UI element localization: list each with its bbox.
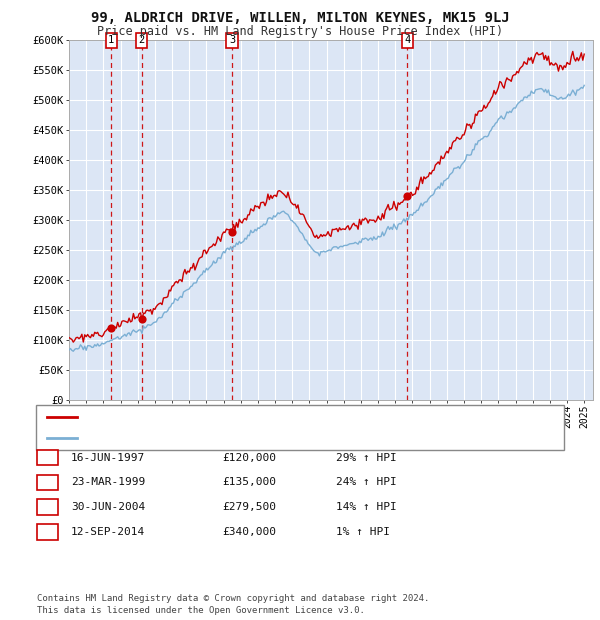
Point bbox=[227, 228, 237, 237]
Text: HPI: Average price, detached house, Milton Keynes: HPI: Average price, detached house, Milt… bbox=[84, 433, 378, 443]
Text: Price paid vs. HM Land Registry's House Price Index (HPI): Price paid vs. HM Land Registry's House … bbox=[97, 25, 503, 38]
Text: 1% ↑ HPI: 1% ↑ HPI bbox=[336, 527, 390, 537]
Text: 4: 4 bbox=[44, 527, 51, 537]
Text: 24% ↑ HPI: 24% ↑ HPI bbox=[336, 477, 397, 487]
Point bbox=[106, 323, 116, 333]
Text: 4: 4 bbox=[404, 35, 410, 45]
Text: £135,000: £135,000 bbox=[222, 477, 276, 487]
Text: 30-JUN-2004: 30-JUN-2004 bbox=[71, 502, 145, 512]
Text: 1: 1 bbox=[44, 453, 51, 463]
Text: 23-MAR-1999: 23-MAR-1999 bbox=[71, 477, 145, 487]
Text: £340,000: £340,000 bbox=[222, 527, 276, 537]
Text: 16-JUN-1997: 16-JUN-1997 bbox=[71, 453, 145, 463]
Point bbox=[403, 191, 412, 201]
Text: 3: 3 bbox=[44, 502, 51, 512]
Text: 29% ↑ HPI: 29% ↑ HPI bbox=[336, 453, 397, 463]
Text: 1: 1 bbox=[108, 35, 115, 45]
Text: 2: 2 bbox=[139, 35, 145, 45]
Text: 14% ↑ HPI: 14% ↑ HPI bbox=[336, 502, 397, 512]
Text: 99, ALDRICH DRIVE, WILLEN, MILTON KEYNES, MK15 9LJ: 99, ALDRICH DRIVE, WILLEN, MILTON KEYNES… bbox=[91, 11, 509, 25]
Text: 12-SEP-2014: 12-SEP-2014 bbox=[71, 527, 145, 537]
Text: £120,000: £120,000 bbox=[222, 453, 276, 463]
Point bbox=[137, 314, 146, 324]
Text: Contains HM Land Registry data © Crown copyright and database right 2024.
This d: Contains HM Land Registry data © Crown c… bbox=[37, 593, 430, 615]
Text: 2: 2 bbox=[44, 477, 51, 487]
Text: 99, ALDRICH DRIVE, WILLEN, MILTON KEYNES, MK15 9LJ (detached house): 99, ALDRICH DRIVE, WILLEN, MILTON KEYNES… bbox=[84, 412, 486, 422]
Text: 3: 3 bbox=[229, 35, 235, 45]
Text: £279,500: £279,500 bbox=[222, 502, 276, 512]
